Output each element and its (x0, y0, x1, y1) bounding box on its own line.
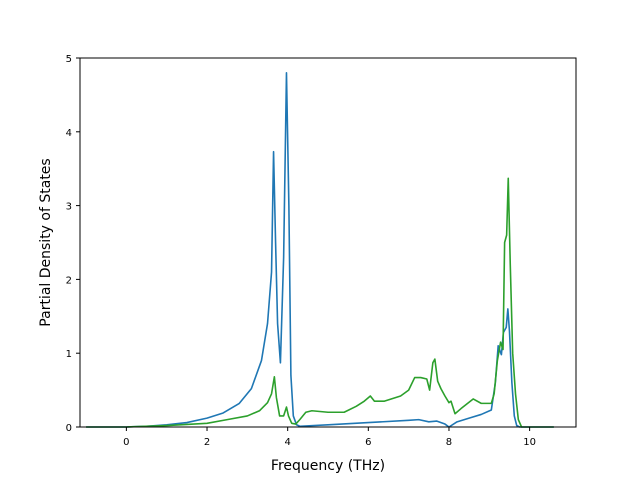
y-tick-label: 2 (66, 275, 72, 286)
plot-background (80, 58, 576, 427)
x-tick-label: 4 (284, 437, 290, 448)
y-tick-label: 5 (66, 54, 72, 65)
y-tick-label: 1 (66, 349, 72, 360)
y-tick-label: 4 (66, 128, 72, 139)
series-line-1 (86, 71, 554, 428)
x-tick-label: 0 (123, 437, 129, 448)
x-tick-label: 6 (365, 437, 371, 448)
series-layer (86, 71, 554, 428)
x-axis-label: Frequency (THz) (271, 458, 385, 474)
y-tick-label: 3 (66, 202, 72, 213)
series-line-2 (86, 177, 554, 428)
tick-layer: 0 2 4 6 8 10 0 1 2 3 4 5 (66, 54, 536, 448)
y-axis-label: Partial Density of States (38, 158, 54, 326)
x-tick-label: 10 (523, 437, 536, 448)
y-tick-label: 0 (66, 423, 72, 434)
x-tick-label: 8 (446, 437, 452, 448)
plot-frame (79, 57, 577, 428)
x-tick-label: 2 (204, 437, 210, 448)
